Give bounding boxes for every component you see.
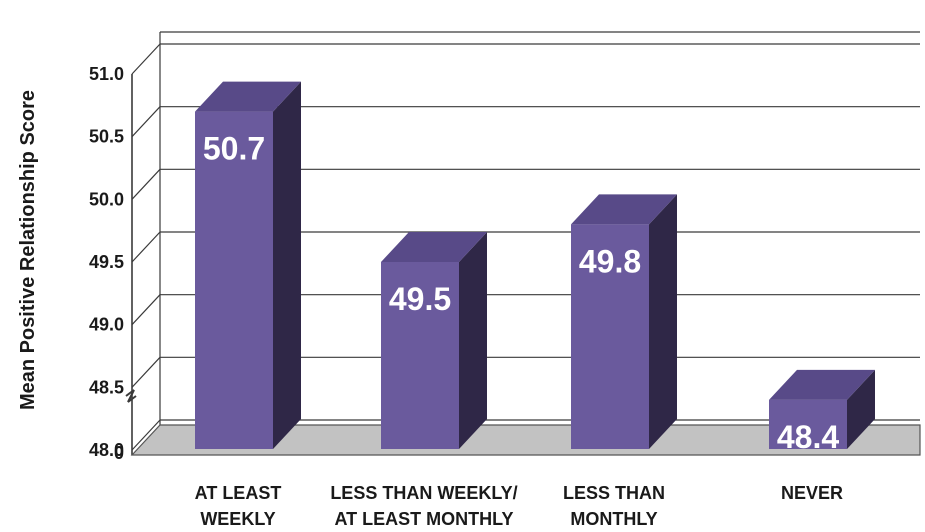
bar-top (195, 81, 301, 112)
bar-group: 48.4 (769, 369, 875, 455)
x-category-label-line: LESS THAN WEEKLY/ (330, 483, 517, 503)
y-tick-label: 48.5 (89, 377, 124, 397)
bar-group: 50.7 (195, 81, 301, 449)
y-tick-label: 49.5 (89, 252, 124, 272)
gridline-side (131, 106, 161, 138)
y-tick-label: 0 (114, 443, 124, 463)
bar-side (847, 369, 875, 449)
y-tick-labels: 048.0 48.5 49.0 49.5 50.0 50.5 51.0 (89, 64, 124, 463)
bar (195, 111, 273, 449)
y-axis-title: Mean Positive Relationship Score (17, 90, 39, 410)
bar (571, 224, 649, 449)
y-tick-label: 50.0 (89, 189, 124, 209)
bar-side (649, 194, 677, 449)
gridline-side (131, 168, 161, 200)
bar-top (571, 194, 677, 225)
bar-side (459, 232, 487, 449)
x-category-label-line: MONTHLY (570, 509, 657, 529)
y-tick-label: 48.0 (89, 440, 124, 460)
y-tick-label: 50.5 (89, 127, 124, 147)
x-category-label-line: AT LEAST MONTHLY (335, 509, 514, 529)
gridline-side (131, 356, 161, 388)
y-tick-label: 49.0 (89, 315, 124, 335)
data-label: 48.4 (777, 419, 839, 455)
gridline-side (131, 231, 161, 263)
gridline-side (131, 43, 161, 75)
data-label: 49.5 (389, 281, 451, 317)
bar (381, 262, 459, 449)
bar-group: 49.5 (381, 232, 487, 449)
gridline-side (131, 419, 161, 451)
x-category-label: LESS THAN MONTHLY (563, 483, 665, 529)
data-label: 49.8 (579, 243, 641, 279)
y-tick-label: 51.0 (89, 64, 124, 84)
bar-group: 49.8 (571, 194, 677, 449)
x-category-label-line: LESS THAN (563, 483, 665, 503)
bars: 50.7 49.5 49.8 48.4 (195, 81, 875, 455)
x-category-label-line: AT LEAST (195, 483, 282, 503)
x-category-label: NEVER (781, 483, 843, 503)
x-category-label: AT LEAST WEEKLY (195, 483, 282, 529)
data-label: 50.7 (203, 131, 265, 167)
axis-break-mark (125, 389, 137, 403)
x-category-label: LESS THAN WEEKLY/AT LEAST MONTHLY (330, 483, 517, 529)
gridline-side (131, 294, 161, 326)
bar-top (381, 232, 487, 262)
bar-side (273, 81, 301, 449)
bar (769, 399, 847, 449)
floor (130, 424, 921, 456)
bar-top (769, 369, 875, 400)
x-category-label-line: NEVER (781, 483, 843, 503)
x-category-label-line: WEEKLY (200, 509, 275, 529)
x-category-labels: AT LEAST WEEKLY LESS THAN WEEKLY/AT LEAST … (195, 483, 843, 529)
